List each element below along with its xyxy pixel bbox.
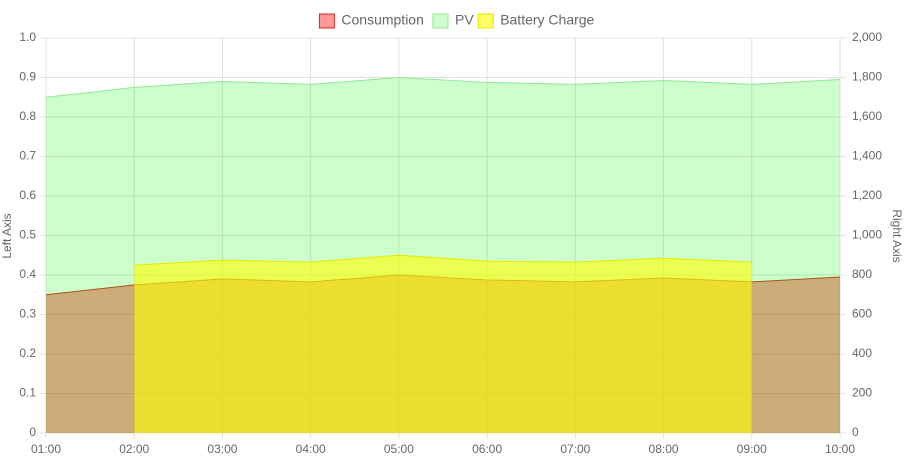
y-tick-label: 0.7 xyxy=(19,149,36,163)
line xyxy=(45,76,841,98)
y-tick-label: 1.0 xyxy=(19,30,36,44)
y2-tick-label: 1,800 xyxy=(852,70,882,84)
legend-label: Consumption xyxy=(341,12,424,28)
x-tick-label: 10:00 xyxy=(825,442,855,456)
y2-tick-label: 600 xyxy=(852,307,872,321)
legend-swatch xyxy=(432,13,449,29)
y2-axis-title: Right Axis xyxy=(890,209,904,262)
legend-label: PV xyxy=(455,12,474,28)
y2-tick-label: 800 xyxy=(852,267,872,281)
area xyxy=(134,255,752,433)
x-tick-label: 03:00 xyxy=(207,442,237,456)
y2-tick-label: 1,200 xyxy=(852,188,882,202)
y-tick-label: 0.3 xyxy=(19,307,36,321)
y2-tick-label: 1,000 xyxy=(852,228,882,242)
y2-tick-label: 200 xyxy=(852,386,872,400)
y-tick-label: 0.9 xyxy=(19,70,36,84)
y-tick-label: 0.1 xyxy=(19,386,36,400)
y2-tick-label: 2,000 xyxy=(852,30,882,44)
y-tick-label: 0.6 xyxy=(19,188,36,202)
line xyxy=(134,254,752,266)
y-tick-label: 0.8 xyxy=(19,109,36,123)
y-tick-label: 0.5 xyxy=(19,228,36,242)
y2-tick-label: 400 xyxy=(852,346,872,360)
x-tick-label: 07:00 xyxy=(560,442,590,456)
x-tick-label: 05:00 xyxy=(384,442,414,456)
legend-label: Battery Charge xyxy=(500,12,594,28)
x-tick-label: 02:00 xyxy=(119,442,149,456)
y-axis-title: Left Axis xyxy=(0,213,14,258)
x-tick-label: 09:00 xyxy=(737,442,767,456)
y2-tick-label: 1,600 xyxy=(852,109,882,123)
y2-tick-label: 1,400 xyxy=(852,149,882,163)
y-tick-label: 0 xyxy=(29,425,36,439)
legend: Consumption PV Battery Charge xyxy=(318,12,595,29)
y-tick-label: 0.4 xyxy=(19,267,36,281)
x-tick-label: 01:00 xyxy=(31,442,61,456)
x-tick-label: 04:00 xyxy=(296,442,326,456)
x-tick-label: 08:00 xyxy=(649,442,679,456)
x-tick-label: 06:00 xyxy=(472,442,502,456)
y-tick-label: 0.2 xyxy=(19,346,36,360)
legend-swatch xyxy=(318,13,335,29)
y2-tick-label: 0 xyxy=(852,425,859,439)
legend-swatch xyxy=(477,13,494,29)
